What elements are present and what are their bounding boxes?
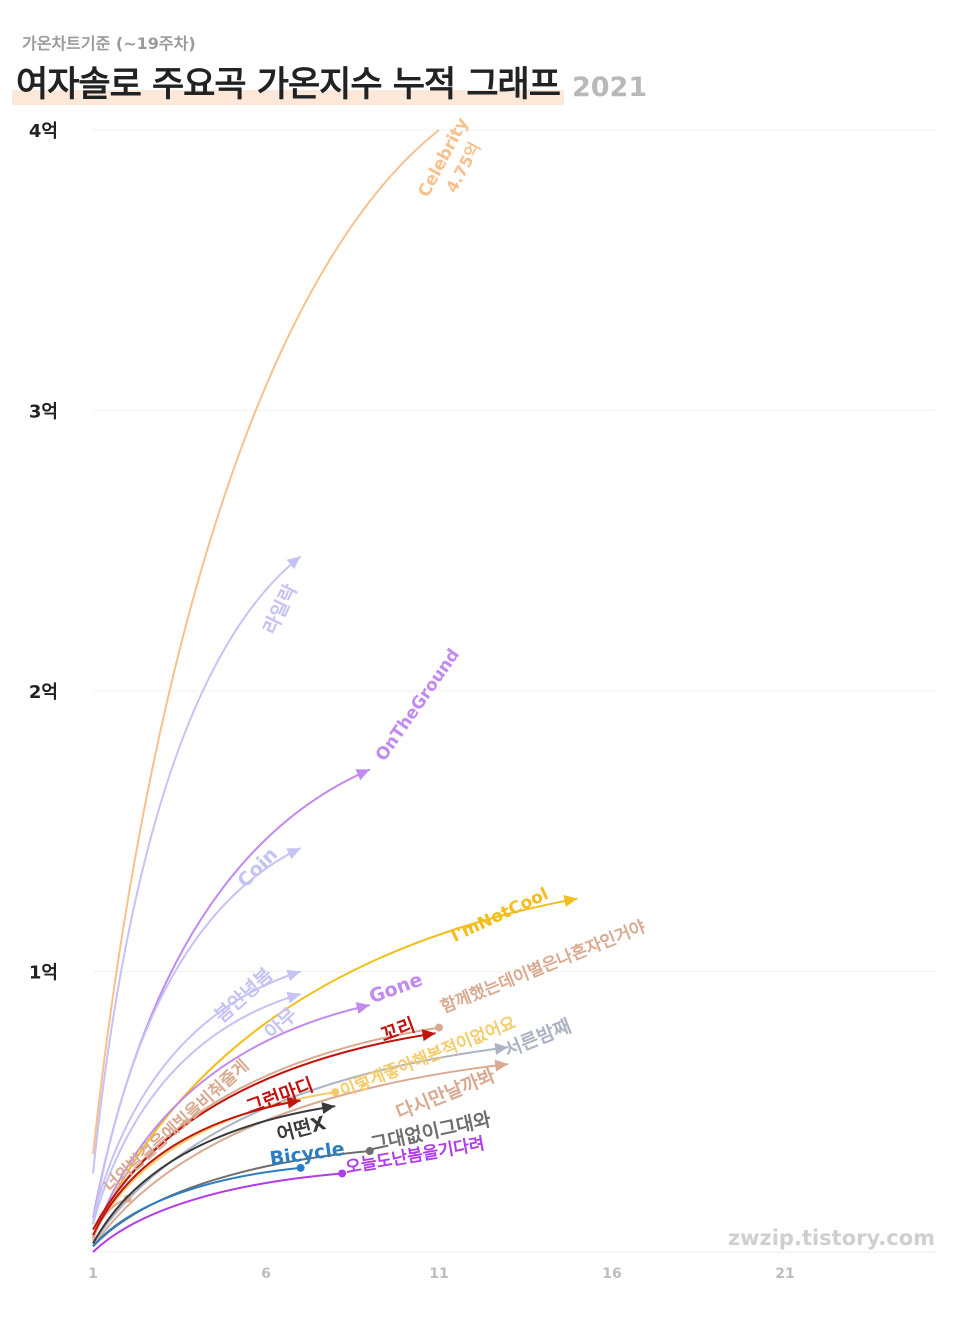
series-label-8: 아무	[261, 1004, 302, 1044]
series-end-dot-18	[338, 1169, 347, 1178]
series-label-11: 이렇게좋아해본적이없어요	[337, 1013, 519, 1102]
series-line-4	[92, 897, 578, 1239]
x-tick-label: 6	[261, 1266, 271, 1282]
series-end-dot-16	[365, 1147, 374, 1156]
series-lines	[92, 129, 578, 1253]
watermark: zwzip.tistory.com	[727, 1226, 935, 1250]
series-line-17	[92, 1166, 301, 1248]
series-label-7: Gone	[366, 969, 425, 1009]
series-label-9: 꼬리	[378, 1014, 418, 1047]
grid-lines	[93, 129, 935, 1253]
x-tick-label: 16	[602, 1266, 621, 1282]
series-end-arrow-6	[286, 969, 301, 982]
series-line-3	[92, 847, 302, 1225]
series-end-arrow-3	[286, 848, 301, 860]
title-row: 여자솔로 주요곡 가온지수 누적 그래프 2021	[12, 56, 647, 107]
series-end-arrow-8	[286, 991, 301, 1004]
series-end-dot-12	[123, 1194, 132, 1203]
y-tick-label: 1억	[29, 963, 58, 984]
series-label-2: OnTheGround	[372, 645, 464, 765]
series-line-1	[92, 555, 302, 1174]
series-end-arrow-14	[286, 1096, 301, 1109]
series-label-3: Coin	[233, 843, 282, 892]
series-label-4: I'mNotCool	[448, 884, 552, 946]
y-tick-label: 3억	[29, 402, 58, 423]
series-end-arrow-2	[355, 769, 370, 781]
chart-subtitle: 가온차트기준 (~19주차)	[22, 34, 196, 53]
series-line-9	[92, 1032, 436, 1231]
series-end-dot-5	[435, 1023, 443, 1032]
series-line-18	[92, 1172, 343, 1253]
series-end-arrow-1	[286, 556, 301, 570]
series-end-arrow-10	[494, 1042, 509, 1055]
series-line-15	[92, 1105, 336, 1245]
series-end-dot-11	[331, 1088, 340, 1097]
series-end-arrow-13	[494, 1059, 509, 1072]
series-labels: Celebrity4.75억라일락OnTheGroundCoinI'mNotCo…	[100, 115, 648, 1197]
series-line-8	[92, 992, 301, 1225]
x-tick-label: 21	[775, 1266, 794, 1282]
series-end-arrow-4	[563, 895, 578, 907]
y-tick-label: 4억	[29, 121, 58, 142]
series-end-dot-17	[296, 1163, 305, 1172]
series-line-14	[92, 1099, 301, 1236]
series-end-arrow-15	[321, 1102, 336, 1115]
chart-year: 2021	[571, 72, 648, 103]
chart-title: 여자솔로 주요곡 가온지수 누적 그래프	[12, 65, 564, 105]
x-tick-label: 11	[429, 1266, 448, 1282]
series-line-6	[92, 970, 301, 1219]
series-end-arrow-7	[355, 1002, 370, 1014]
y-axis-ticks: 1억 2억 3억 4억	[29, 121, 58, 984]
x-tick-label: 1	[88, 1266, 98, 1282]
x-axis-ticks: 1 6 11 16 21	[88, 1266, 795, 1282]
series-line-5	[92, 1026, 440, 1231]
y-tick-label: 2억	[29, 682, 58, 703]
series-line-7	[92, 1004, 371, 1239]
series-line-0	[92, 129, 440, 1154]
series-end-arrow-9	[421, 1029, 436, 1042]
